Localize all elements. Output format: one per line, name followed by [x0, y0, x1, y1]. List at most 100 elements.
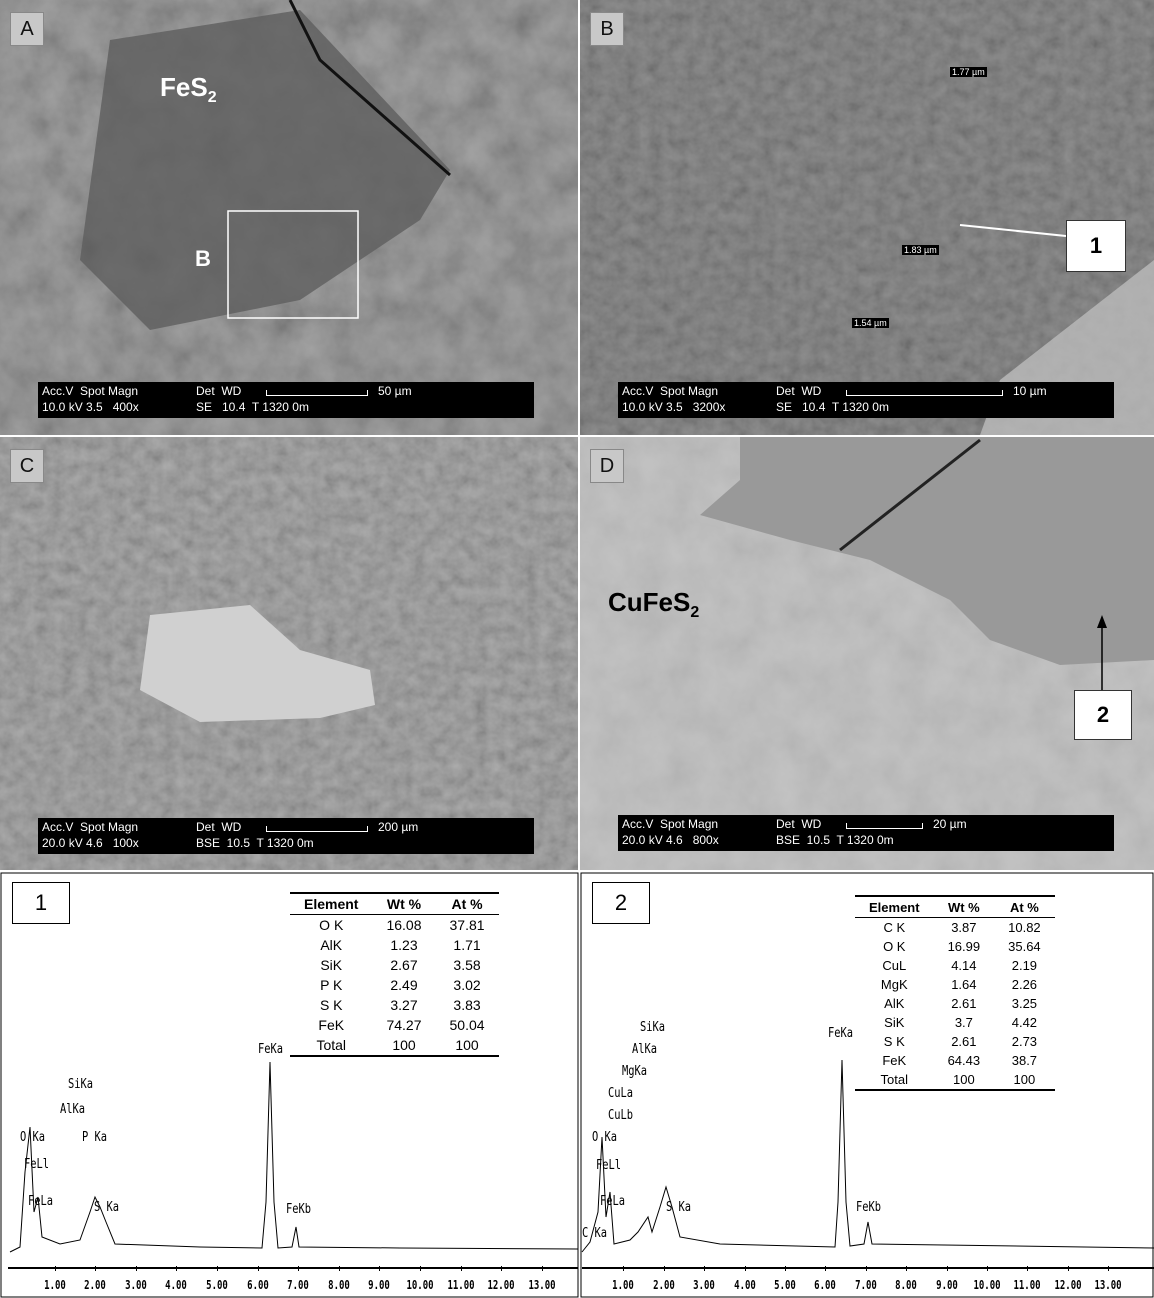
measurement: 1.77 µm	[950, 67, 987, 77]
x-tick	[258, 1266, 259, 1271]
table-cell: 64.43	[934, 1051, 995, 1070]
table-cell: 2.61	[934, 1032, 995, 1051]
x-tick-label: 6.00	[815, 1278, 837, 1292]
peak-label: S Ka	[666, 1200, 691, 1215]
x-tick	[217, 1266, 218, 1271]
info-line2: BSE 10.5 T 1320 0m	[196, 836, 314, 850]
x-tick-label: 12.00	[1054, 1278, 1081, 1292]
x-tick	[95, 1266, 96, 1271]
table-cell: FeK	[290, 1015, 372, 1035]
peak-label: MgKa	[622, 1064, 647, 1079]
info-line2: SE 10.4 T 1320 0m	[196, 400, 309, 414]
info-line1: 20.0 kV 4.6 100x	[42, 836, 139, 850]
table-cell: 3.7	[934, 1013, 995, 1032]
x-tick-label: 2.00	[653, 1278, 675, 1292]
x-tick-label: 1.00	[44, 1278, 66, 1292]
scale-label: 20 µm	[933, 817, 967, 831]
table-cell: S K	[855, 1032, 934, 1051]
x-tick-label: 5.00	[774, 1278, 796, 1292]
info-line2: BSE 10.5 T 1320 0m	[776, 833, 894, 847]
table-header: Element	[855, 896, 934, 918]
x-tick-label: 3.00	[125, 1278, 147, 1292]
info-line1: 20.0 kV 4.6 800x	[622, 833, 719, 847]
info-head: Acc.V Spot Magn	[622, 817, 718, 831]
x-tick	[1027, 1266, 1028, 1271]
table-cell: 100	[994, 1070, 1055, 1090]
x-tick-label: 9.00	[936, 1278, 958, 1292]
table-cell: 50.04	[436, 1015, 499, 1035]
info-det: Det WD	[196, 384, 241, 398]
x-tick-label: 8.00	[895, 1278, 917, 1292]
peak-label: S Ka	[94, 1200, 119, 1215]
x-tick	[136, 1266, 137, 1271]
peak-label: O Ka	[592, 1130, 617, 1145]
info-det: Det WD	[196, 820, 241, 834]
callout-label: 1	[1066, 220, 1126, 272]
figure-art	[0, 0, 1154, 1298]
peak-label: O Ka	[20, 1130, 45, 1145]
table-cell: 3.87	[934, 918, 995, 938]
table-cell: 16.99	[934, 937, 995, 956]
mineral-formula: CuFeS	[608, 587, 690, 617]
measurement: 1.83 µm	[902, 245, 939, 255]
x-tick-label: 13.00	[1095, 1278, 1122, 1292]
table-cell: 3.25	[994, 994, 1055, 1013]
panel-label: C	[10, 449, 44, 483]
x-tick-label: 4.00	[734, 1278, 756, 1292]
table-cell: 4.14	[934, 956, 995, 975]
table-cell: 37.81	[436, 915, 499, 936]
x-tick	[987, 1266, 988, 1271]
x-tick	[176, 1266, 177, 1271]
x-tick	[339, 1266, 340, 1271]
x-tick	[1108, 1266, 1109, 1271]
spectrum-label: 1	[12, 882, 70, 924]
table-cell: 1.64	[934, 975, 995, 994]
x-tick-label: 10.00	[406, 1278, 433, 1292]
peak-label: C Ka	[582, 1226, 607, 1241]
table-cell: S K	[290, 995, 372, 1015]
table-cell: 35.64	[994, 937, 1055, 956]
peak-label: FeLa	[28, 1194, 53, 1209]
table-cell: 1.71	[436, 935, 499, 955]
info-bar: Acc.V Spot Magn Det WD 20.0 kV 4.6 100x BSE…	[38, 818, 534, 854]
x-tick-label: 10.00	[973, 1278, 1000, 1292]
table-cell: 2.19	[994, 956, 1055, 975]
x-tick	[745, 1266, 746, 1271]
table-cell: SiK	[290, 955, 372, 975]
info-det: Det WD	[776, 817, 821, 831]
info-head: Acc.V Spot Magn	[42, 384, 138, 398]
peak-label: AlKa	[632, 1042, 657, 1057]
info-head: Acc.V Spot Magn	[622, 384, 718, 398]
x-tick	[420, 1266, 421, 1271]
table-cell: 100	[436, 1035, 499, 1056]
peak-label: FeLl	[596, 1158, 621, 1173]
x-tick-label: 11.00	[1014, 1278, 1041, 1292]
x-tick-label: 1.00	[613, 1278, 635, 1292]
x-tick	[866, 1266, 867, 1271]
table-header: At %	[994, 896, 1055, 918]
table-cell: MgK	[855, 975, 934, 994]
info-bar: Acc.V Spot Magn Det WD 10.0 kV 3.5 400x SE …	[38, 382, 534, 418]
x-tick-label: 5.00	[206, 1278, 228, 1292]
info-bar: Acc.V Spot Magn Det WD 20.0 kV 4.6 800x BSE…	[618, 815, 1114, 851]
callout-label: 2	[1074, 690, 1132, 740]
x-tick-label: 4.00	[166, 1278, 188, 1292]
peak-label: SiKa	[68, 1077, 93, 1092]
table-cell: 2.61	[934, 994, 995, 1013]
mineral-subscript: 2	[690, 604, 699, 621]
scale-bar	[846, 390, 1003, 396]
mineral-label: CuFeS2	[608, 587, 699, 622]
info-line2: SE 10.4 T 1320 0m	[776, 400, 889, 414]
x-tick	[1068, 1266, 1069, 1271]
table-header: At %	[436, 893, 499, 915]
info-line1: 10.0 kV 3.5 400x	[42, 400, 139, 414]
table-cell: FeK	[855, 1051, 934, 1070]
info-head: Acc.V Spot Magn	[42, 820, 138, 834]
spectrum-label: 2	[592, 882, 650, 924]
scale-bar	[266, 826, 368, 832]
table-cell: 3.02	[436, 975, 499, 995]
scale-label: 10 µm	[1013, 384, 1047, 398]
info-line1: 10.0 kV 3.5 3200x	[622, 400, 725, 414]
x-tick-label: 6.00	[247, 1278, 269, 1292]
